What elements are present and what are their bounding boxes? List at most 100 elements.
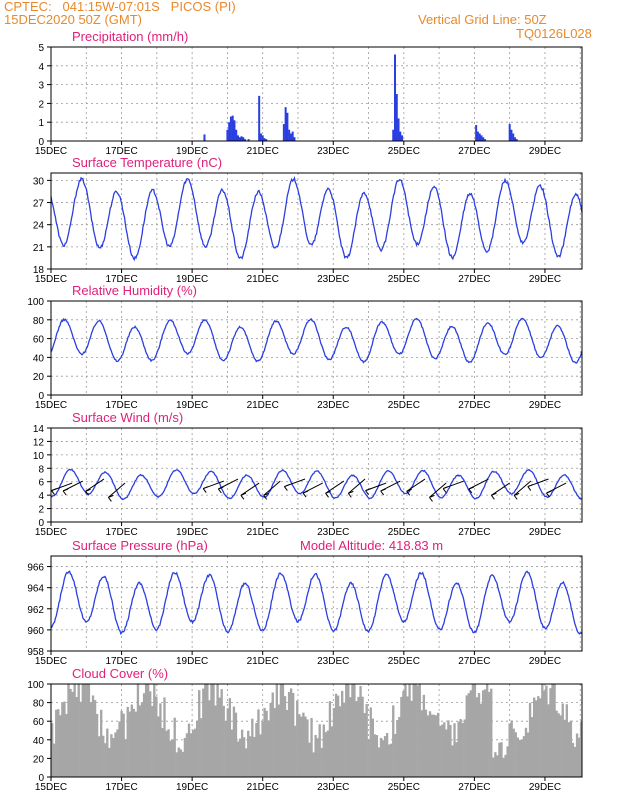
cloud-bar	[218, 697, 221, 777]
cloud-bar	[514, 732, 517, 777]
cloud-bar	[177, 747, 180, 777]
cloud-bar	[516, 737, 519, 777]
cloud-bar	[61, 702, 64, 777]
y-tick-label: 14	[33, 424, 45, 435]
cloud-bar	[91, 695, 95, 777]
wind-arrow-head	[513, 492, 520, 496]
cloud-bar	[69, 688, 72, 777]
wind-arrow-head	[217, 488, 222, 494]
cloud-bar	[479, 703, 483, 777]
cloud-bar	[314, 734, 317, 777]
x-tick-label: 15DEC	[35, 782, 67, 793]
wind-arrow-head	[325, 492, 329, 498]
cloud-bar	[275, 684, 278, 777]
wind-arrow-head	[302, 490, 309, 494]
cloud-bar	[387, 744, 391, 777]
cloud-bar	[577, 737, 581, 777]
y-tick-label: 0	[38, 773, 44, 784]
cloud-bar	[375, 735, 379, 777]
wind-arrow-head	[513, 495, 518, 500]
cloud-bar	[322, 724, 325, 777]
precip-bar	[226, 129, 229, 141]
cloud-bar	[557, 713, 560, 777]
cloud-bar	[151, 705, 154, 777]
y-tick-label: 2	[38, 99, 44, 110]
cloud-bar	[471, 684, 475, 777]
x-tick-label: 21DEC	[247, 400, 279, 411]
wind-arrow	[325, 480, 345, 494]
cloud-bar	[183, 737, 187, 777]
precip-bar	[288, 129, 291, 141]
header-station: CPTEC: 041:15W-07:01S PICOS (PI)	[4, 0, 236, 14]
x-tick-label: 19DEC	[176, 146, 208, 157]
cloud-bar	[79, 701, 82, 777]
cloud-bar	[132, 708, 136, 777]
cloud-bar	[359, 686, 362, 777]
y-tick-label: 0	[38, 137, 44, 148]
cloud-bar	[332, 707, 336, 777]
cloud-bar	[220, 689, 223, 777]
precip-bar	[478, 133, 481, 141]
series-line	[50, 317, 583, 364]
cloud-bar	[567, 722, 571, 777]
x-tick-label: 23DEC	[317, 782, 349, 793]
y-tick-label: 962	[27, 605, 44, 616]
cloud-bar	[140, 702, 144, 777]
panel-title: Precipitation (mm/h)	[72, 29, 188, 44]
cloud-bar	[363, 713, 366, 777]
x-tick-label: 25DEC	[388, 400, 420, 411]
panel-4: 958 960 962 964 966 15DEC 17DEC 19DEC 21DEC 23DEC…	[27, 538, 583, 667]
cloud-bar	[277, 704, 281, 777]
cloud-bar	[185, 733, 189, 777]
x-tick-label: 15DEC	[35, 527, 67, 538]
y-tick-label: 18	[33, 265, 45, 276]
cloud-bar	[279, 684, 283, 777]
cloud-bar	[549, 688, 552, 777]
wind-arrow-head	[347, 493, 352, 498]
wind-arrow-head	[491, 492, 497, 496]
cloud-bar	[361, 696, 364, 777]
precip-bar	[242, 137, 245, 141]
wind-arrow-head	[365, 488, 371, 492]
cloud-bar	[453, 723, 456, 777]
y-tick-label: 4	[38, 491, 44, 502]
cloud-bar	[208, 700, 211, 777]
cloud-bar	[555, 710, 558, 777]
wind-arrow-head	[302, 492, 307, 498]
cloud-bar	[496, 755, 499, 777]
x-tick-label: 21DEC	[247, 656, 279, 667]
precip-bar	[259, 133, 262, 141]
cloud-bar	[255, 722, 258, 777]
x-tick-label: 21DEC	[247, 274, 279, 285]
cloud-bar	[404, 684, 407, 777]
cloud-bar	[212, 684, 215, 777]
x-tick-label: 27DEC	[458, 782, 490, 793]
y-tick-label: 40	[33, 736, 45, 747]
cloud-bar	[95, 713, 99, 777]
cloud-bar	[114, 732, 117, 777]
x-tick-label: 15DEC	[35, 274, 67, 285]
y-tick-label: 5	[38, 43, 44, 54]
cloud-bar	[465, 695, 468, 777]
y-tick-label: 6	[38, 478, 44, 489]
cloud-bar	[537, 696, 540, 777]
cloud-bar	[334, 693, 338, 777]
cloud-bar	[326, 730, 330, 777]
x-tick-label: 23DEC	[317, 146, 349, 157]
cloud-bar	[436, 712, 440, 777]
cloud-bar	[144, 684, 148, 777]
cloud-bar	[565, 704, 569, 777]
cloud-bar	[357, 696, 360, 777]
y-tick-label: 80	[33, 316, 45, 327]
y-tick-label: 4	[38, 62, 44, 73]
cloud-bar	[455, 742, 458, 777]
cloud-bar	[251, 718, 254, 777]
cloud-bar	[338, 706, 342, 777]
cloud-bar	[236, 741, 240, 777]
cloud-bar	[93, 700, 97, 777]
wind-arrow	[513, 480, 532, 496]
cloud-bar	[226, 708, 229, 777]
cloud-bar	[528, 702, 532, 777]
cloud-bar	[502, 757, 505, 777]
cloud-bar	[57, 709, 60, 777]
